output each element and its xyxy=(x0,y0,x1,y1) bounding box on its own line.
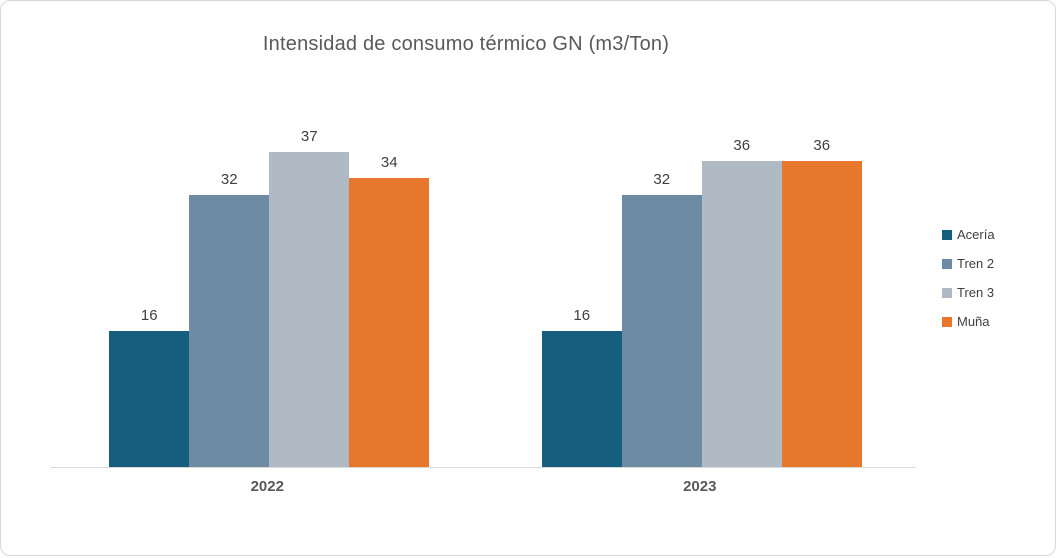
bar-acería-2023: 16 xyxy=(541,307,622,467)
bar-value-label: 34 xyxy=(380,154,398,171)
bar-group-2023: 16 32 36 36 xyxy=(541,137,862,467)
bar-acería-2022: 16 xyxy=(109,307,190,467)
x-axis-label-2023: 2023 xyxy=(683,478,717,495)
chart-title: Intensidad de consumo térmico GN (m3/Ton… xyxy=(262,33,670,55)
legend-item-tren-3: Tren 3 xyxy=(942,285,995,300)
legend-swatch-icon xyxy=(942,229,952,240)
bar-muña-2023: 36 xyxy=(781,137,862,467)
legend-item-tren-2: Tren 2 xyxy=(942,256,995,271)
legend-swatch-icon xyxy=(942,287,952,298)
bar-tren-3-2023: 36 xyxy=(701,137,782,467)
bar-value-label: 16 xyxy=(573,307,591,324)
legend-swatch-icon xyxy=(942,316,952,327)
bar-tren-2-2023: 32 xyxy=(621,171,702,467)
bar-value-label: 16 xyxy=(140,307,158,324)
bar-value-label: 36 xyxy=(813,137,831,154)
bar-group-2022: 16 32 37 34 xyxy=(109,128,430,467)
legend-label: Tren 3 xyxy=(957,285,995,300)
legend-label: Muña xyxy=(957,314,990,329)
legend-item-acería: Acería xyxy=(942,227,995,242)
legend-label: Acería xyxy=(957,227,995,242)
bar-tren-2-2022: 32 xyxy=(189,171,270,467)
plot-area: 16 32 37 34 2022 16 32 36 36 2023 xyxy=(51,101,916,495)
legend-label: Tren 2 xyxy=(957,256,995,271)
bar-value-label: 32 xyxy=(653,171,671,188)
bar-tren-3-2022: 37 xyxy=(269,128,350,467)
x-axis-label-2022: 2022 xyxy=(250,478,284,495)
bar-value-label: 32 xyxy=(220,171,238,188)
bar-value-label: 37 xyxy=(300,128,318,145)
legend-swatch-icon xyxy=(942,258,952,269)
legend: Acería Tren 2 Tren 3 Muña xyxy=(942,227,995,329)
bar-muña-2022: 34 xyxy=(349,154,430,467)
bar-value-label: 36 xyxy=(733,137,751,154)
legend-item-muña: Muña xyxy=(942,314,995,329)
